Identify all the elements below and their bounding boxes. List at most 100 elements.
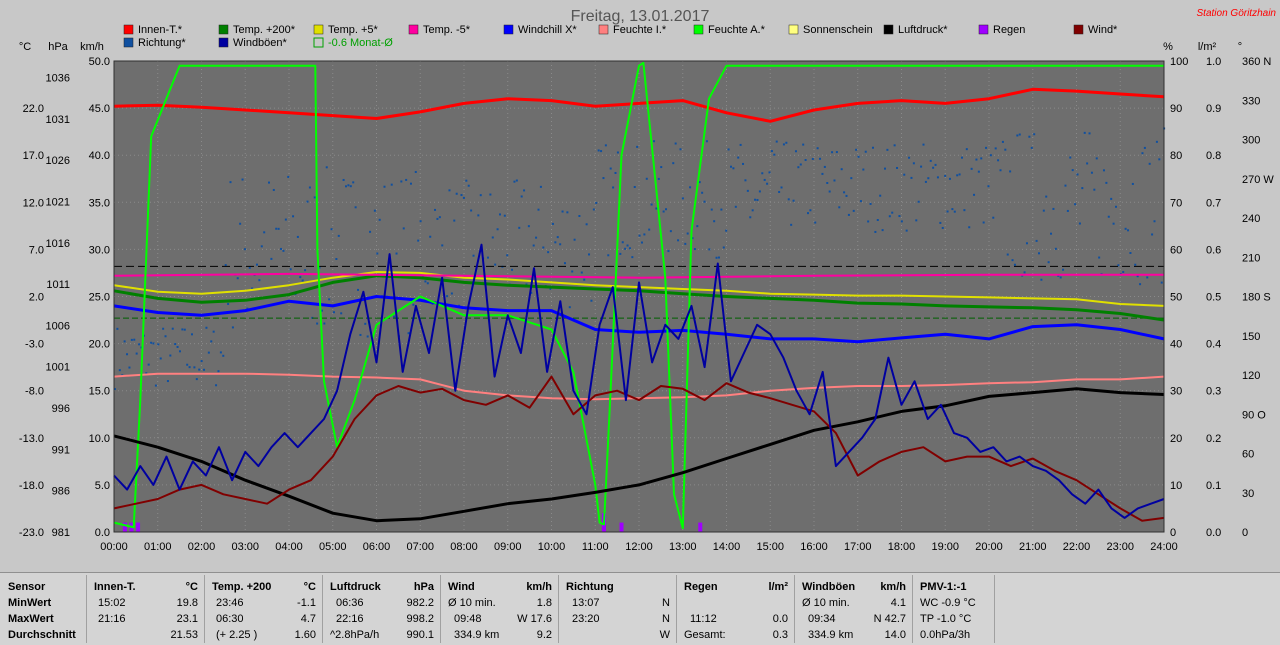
- direction-point: [289, 268, 292, 271]
- direction-point: [638, 234, 641, 237]
- direction-point: [395, 252, 398, 255]
- direction-point: [686, 232, 689, 235]
- y-tick-label-percent: 40: [1170, 339, 1182, 351]
- x-tick-label: 15:00: [756, 541, 784, 553]
- direction-point: [1139, 283, 1142, 286]
- direction-point: [1074, 203, 1077, 206]
- direction-point: [900, 220, 903, 223]
- direction-point: [1143, 146, 1146, 149]
- stats-innen-max-time: 21:16: [98, 613, 126, 625]
- x-tick-label: 17:00: [844, 541, 872, 553]
- direction-point: [229, 181, 232, 184]
- direction-point: [799, 163, 802, 166]
- direction-point: [701, 191, 704, 194]
- direction-point: [756, 198, 759, 201]
- direction-point: [944, 174, 947, 177]
- direction-point: [1141, 152, 1144, 155]
- series-line-windb-en: [113, 243, 1165, 519]
- direction-point: [951, 208, 954, 211]
- legend-label: Feuchte A.*: [708, 24, 766, 36]
- direction-point: [236, 277, 239, 280]
- direction-point: [472, 254, 475, 257]
- y-tick-label-lm2: 0.1: [1206, 480, 1221, 492]
- direction-point: [744, 179, 747, 182]
- direction-point: [205, 326, 208, 329]
- legend-swatch: [788, 24, 799, 35]
- direction-point: [859, 200, 862, 203]
- direction-point: [200, 360, 203, 363]
- stats-luftdruck-title: Luftdruck: [330, 581, 381, 593]
- direction-point: [1004, 148, 1007, 151]
- y-tick-label-degree: 330: [1242, 95, 1260, 107]
- direction-point: [657, 177, 660, 180]
- series-line-windchill-x: [113, 295, 1165, 344]
- direction-point: [359, 333, 362, 336]
- direction-point: [970, 167, 973, 170]
- direction-point: [583, 278, 586, 281]
- stats-windboeen-max-time: 09:34: [808, 613, 836, 625]
- y-tick-label-celsius: -13.0: [19, 433, 44, 445]
- y-tick-label-hpa: 1011: [46, 279, 70, 291]
- stats-luftdruck-min-time: 06:36: [336, 597, 364, 609]
- direction-point: [135, 352, 138, 355]
- direction-point: [212, 330, 215, 333]
- direction-point: [965, 148, 968, 151]
- direction-point: [318, 266, 321, 269]
- direction-point: [345, 185, 347, 188]
- direction-point: [968, 226, 971, 229]
- direction-point: [166, 380, 169, 383]
- y-tick-label-hpa: 1001: [46, 362, 70, 374]
- direction-point: [961, 156, 963, 159]
- direction-point: [181, 328, 184, 331]
- stats-temp200-avg-time: (+ 2.25 ): [216, 629, 258, 641]
- direction-point: [787, 198, 790, 201]
- stats-pmv: PMV-1:-1 WC -0.9 °C TP -1.0 °C 0.0hPa/3h: [914, 575, 995, 643]
- legend-label: Wind*: [1088, 24, 1118, 36]
- direction-point: [1011, 259, 1014, 262]
- direction-point: [804, 159, 807, 162]
- y-tick-label-lm2: 0.7: [1206, 197, 1221, 209]
- weather-chart: Freitag, 13.01.2017 Station Göritzhain I…: [18, 8, 1277, 553]
- direction-point: [742, 162, 745, 165]
- direction-point: [886, 148, 889, 151]
- direction-point: [905, 229, 908, 232]
- y-tick-label-degree: 300: [1242, 135, 1260, 147]
- stats-pmv-max-time: TP -1.0 °C: [920, 613, 972, 625]
- direction-point: [434, 208, 437, 211]
- direction-point: [780, 186, 783, 189]
- x-tick-label: 09:00: [494, 541, 522, 553]
- direction-point: [207, 351, 210, 354]
- legend-label: Temp. +200*: [233, 24, 296, 36]
- legend-label: Luftdruck*: [898, 24, 948, 36]
- direction-point: [932, 166, 935, 169]
- direction-point: [624, 247, 627, 250]
- direction-point: [251, 287, 254, 290]
- direction-point: [417, 239, 420, 242]
- direction-point: [597, 149, 600, 152]
- y-tick-label-percent: 70: [1170, 197, 1182, 209]
- direction-point: [595, 201, 598, 204]
- y-tick-label-degree: 60: [1242, 449, 1254, 461]
- direction-point: [1042, 209, 1045, 212]
- direction-point: [191, 333, 193, 336]
- legend-swatch: [313, 24, 324, 35]
- direction-point: [178, 350, 181, 353]
- y-tick-label-hpa: 996: [52, 403, 70, 415]
- direction-point: [908, 156, 911, 159]
- legend-swatch: [883, 24, 894, 35]
- direction-point: [1030, 146, 1033, 149]
- legend-swatch: [123, 24, 134, 35]
- direction-point: [763, 178, 766, 181]
- direction-point: [227, 302, 230, 305]
- direction-point: [527, 225, 530, 228]
- direction-point: [782, 143, 785, 146]
- direction-point: [705, 140, 708, 143]
- direction-point: [739, 143, 742, 146]
- direction-point: [982, 221, 985, 224]
- y-tick-label-degree: 240: [1242, 213, 1260, 225]
- direction-point: [347, 184, 350, 187]
- direction-point: [811, 157, 814, 160]
- direction-point: [255, 263, 258, 266]
- direction-point: [118, 369, 121, 372]
- direction-point: [203, 368, 206, 371]
